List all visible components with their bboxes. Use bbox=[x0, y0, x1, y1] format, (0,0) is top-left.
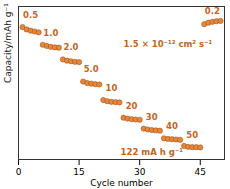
svg-text:45: 45 bbox=[195, 167, 206, 177]
svg-text:5.0: 5.0 bbox=[84, 64, 99, 74]
svg-text:30: 30 bbox=[134, 167, 146, 177]
svg-text:15: 15 bbox=[73, 167, 84, 177]
svg-text:0.5: 0.5 bbox=[23, 10, 38, 20]
svg-text:Cycle number: Cycle number bbox=[90, 178, 153, 188]
svg-text:0: 0 bbox=[16, 167, 22, 177]
svg-text:122 mA h g⁻¹: 122 mA h g⁻¹ bbox=[121, 147, 184, 157]
svg-text:2.0: 2.0 bbox=[63, 42, 78, 52]
svg-text:20: 20 bbox=[126, 101, 138, 111]
svg-text:1.0: 1.0 bbox=[43, 28, 58, 38]
svg-text:10: 10 bbox=[105, 83, 117, 93]
svg-text:Capacity/mAh g⁻¹: Capacity/mAh g⁻¹ bbox=[3, 3, 13, 83]
svg-text:30: 30 bbox=[146, 112, 158, 122]
svg-text:50: 50 bbox=[186, 130, 198, 140]
svg-text:0.2: 0.2 bbox=[205, 6, 220, 16]
svg-text:40: 40 bbox=[166, 121, 178, 131]
svg-text:1.5 × 10⁻¹² cm² s⁻¹: 1.5 × 10⁻¹² cm² s⁻¹ bbox=[124, 39, 213, 49]
